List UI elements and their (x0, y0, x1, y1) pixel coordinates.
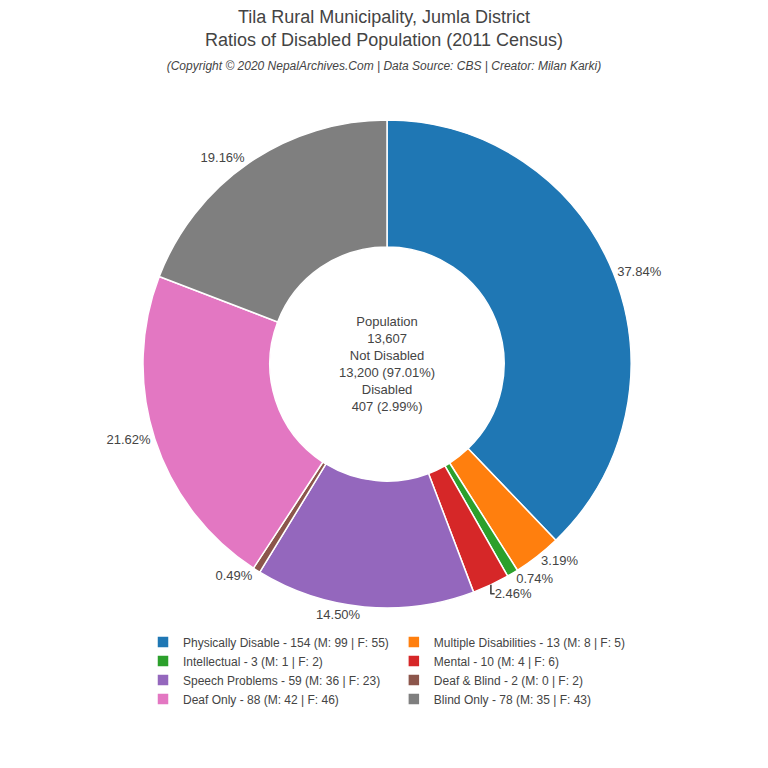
svg-text:Population13,607Not Disabled13: Population13,607Not Disabled13,200 (97.0… (339, 314, 435, 414)
svg-text:Intellectual - 3 (M: 1 | F: 2): Intellectual - 3 (M: 1 | F: 2) (183, 655, 323, 669)
svg-text:Deaf Only - 88 (M: 42 | F: 46): Deaf Only - 88 (M: 42 | F: 46) (183, 693, 339, 707)
svg-text:0.49%: 0.49% (216, 568, 253, 583)
svg-text:Speech Problems - 59 (M: 36 |: Speech Problems - 59 (M: 36 | F: 23) (183, 674, 380, 688)
svg-text:Deaf & Blind - 2 (M: 0 | F: 2): Deaf & Blind - 2 (M: 0 | F: 2) (434, 674, 583, 688)
svg-text:2.46%: 2.46% (495, 586, 532, 601)
svg-text:0.74%: 0.74% (516, 571, 553, 586)
svg-text:Physically Disable - 154 (M: 9: Physically Disable - 154 (M: 99 | F: 55) (183, 636, 389, 650)
svg-text:Mental - 10 (M: 4 | F: 6): Mental - 10 (M: 4 | F: 6) (434, 655, 559, 669)
svg-text:Blind Only - 78 (M: 35 | F: 43: Blind Only - 78 (M: 35 | F: 43) (434, 693, 591, 707)
svg-text:21.62%: 21.62% (107, 432, 152, 447)
svg-text:19.16%: 19.16% (201, 150, 246, 165)
svg-text:Multiple Disabilities - 13 (M:: Multiple Disabilities - 13 (M: 8 | F: 5) (434, 636, 625, 650)
svg-text:37.84%: 37.84% (617, 264, 662, 279)
svg-text:3.19%: 3.19% (541, 553, 578, 568)
svg-text:14.50%: 14.50% (316, 607, 361, 622)
svg-text:Tila Rural Municipality, Jumla: Tila Rural Municipality, Jumla DistrictR… (167, 7, 602, 73)
